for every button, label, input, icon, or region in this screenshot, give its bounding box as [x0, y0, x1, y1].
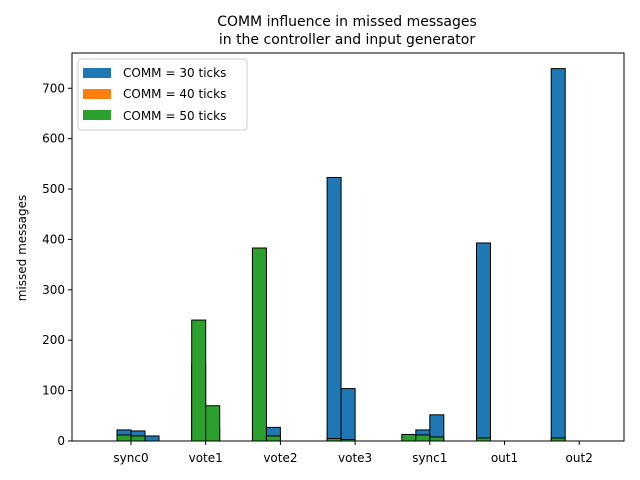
y-tick-label-100: 100 — [42, 384, 65, 398]
chart-title-line2: in the controller and input generator — [219, 32, 476, 48]
legend-label-comm40: COMM = 40 ticks — [123, 87, 226, 101]
bar-series2-vote2-1 — [265, 435, 281, 442]
legend-box — [77, 58, 248, 131]
x-tick-label-sync0: sync0 — [113, 451, 148, 465]
bar-series2-sync0-2 — [130, 435, 146, 442]
y-tick-label-0: 0 — [57, 434, 65, 448]
legend-swatch-comm40 — [83, 89, 111, 99]
legend-label-comm50: COMM = 50 ticks — [123, 109, 226, 123]
bar-series2-sync1-2 — [429, 436, 445, 442]
x-tick-label-vote2: vote2 — [263, 451, 297, 465]
y-tick-label-400: 400 — [42, 232, 65, 246]
bar-series2-sync1-1 — [415, 434, 431, 442]
legend-label-comm30: COMM = 30 ticks — [123, 66, 226, 80]
y-tick-label-500: 500 — [42, 182, 65, 196]
chart-title-line1: COMM influence in missed messages — [217, 14, 477, 30]
y-tick-label-200: 200 — [42, 333, 65, 347]
bar-series2-sync1-0 — [401, 433, 417, 442]
y-tick-label-700: 700 — [42, 81, 65, 95]
bar-series0-out2-0 — [550, 68, 566, 442]
plot-frame — [71, 52, 625, 442]
bar-series0-out1-0 — [476, 242, 491, 442]
bar-series2-sync0-1 — [116, 434, 132, 442]
y-tick-label-300: 300 — [42, 283, 65, 297]
bars-group — [116, 68, 566, 442]
bar-series2-vote1-2 — [205, 405, 221, 442]
x-tick-label-out1: out1 — [491, 451, 518, 465]
y-axis-label: missed messages — [15, 195, 29, 302]
x-axis: sync0 vote1 vote2 vote3 sync1 out1 out2 — [113, 441, 593, 465]
x-tick-label-out2: out2 — [566, 451, 593, 465]
bar-series0-vote3-0 — [326, 176, 342, 442]
x-tick-label-vote1: vote1 — [189, 451, 223, 465]
legend-swatch-comm30 — [83, 68, 111, 78]
x-tick-label-sync1: sync1 — [412, 451, 447, 465]
bar-series0-vote3-1 — [340, 388, 356, 442]
legend: COMM = 30 ticks COMM = 40 ticks COMM = 50 t… — [77, 58, 248, 131]
bar-series0-sync0-3 — [144, 435, 160, 442]
legend-swatch-comm50 — [83, 110, 111, 120]
bar-series2-vote2-0 — [251, 247, 267, 442]
y-tick-label-600: 600 — [42, 132, 65, 146]
x-tick-label-vote3: vote3 — [338, 451, 372, 465]
bar-series2-vote1-1 — [191, 319, 207, 442]
y-axis: 0 100 200 300 400 500 600 700 — [42, 81, 72, 448]
